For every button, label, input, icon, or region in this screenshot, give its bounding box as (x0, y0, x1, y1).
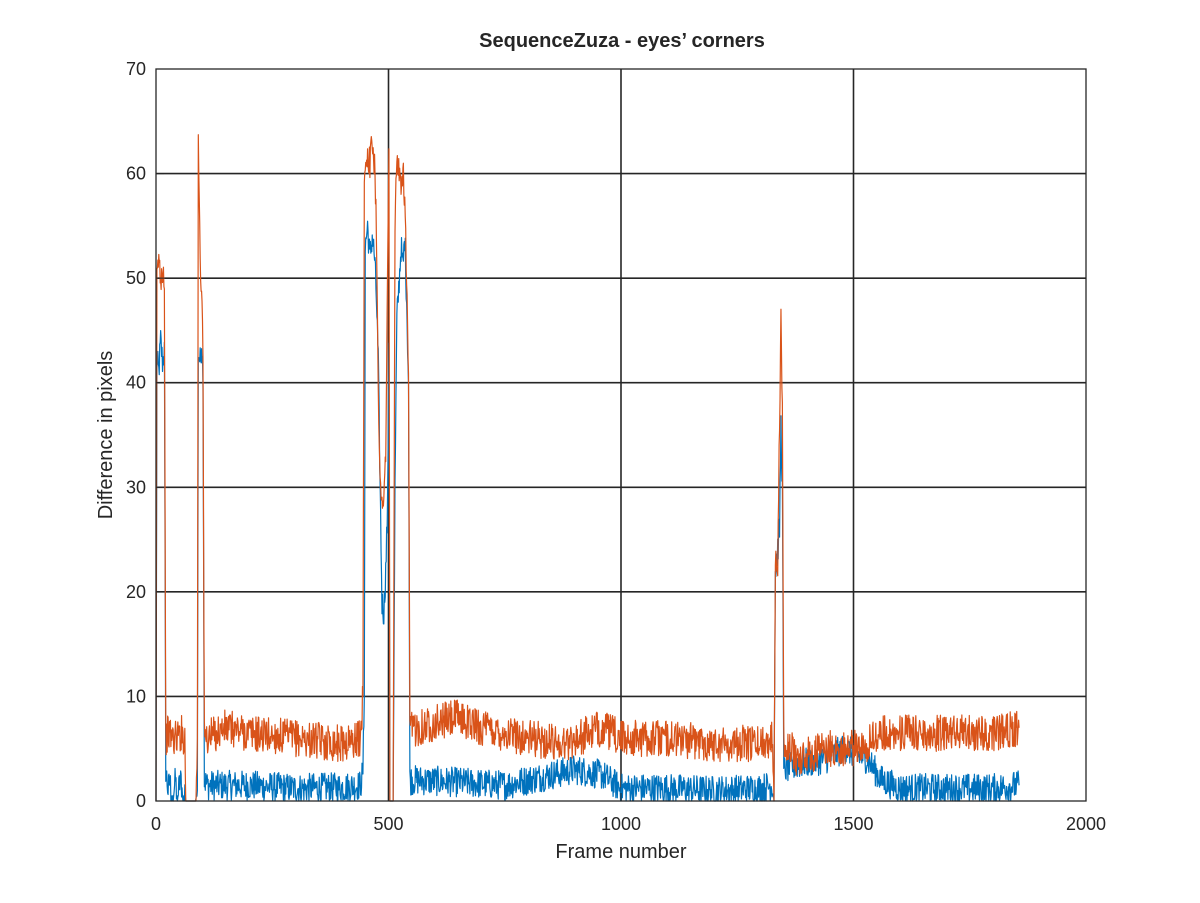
x-tick-label: 0 (151, 814, 161, 834)
y-tick-label: 50 (126, 268, 146, 288)
ticks (155, 68, 1087, 802)
x-tick-label: 1500 (833, 814, 873, 834)
y-tick-label: 30 (126, 477, 146, 497)
y-tick-label: 70 (126, 59, 146, 79)
series-line-1 (155, 220, 1020, 802)
x-tick-label: 500 (373, 814, 403, 834)
grid (156, 69, 1086, 801)
series-line-2 (155, 134, 1020, 802)
y-tick-label: 0 (136, 791, 146, 811)
x-tick-label: 2000 (1066, 814, 1106, 834)
y-axis-label: Difference in pixels (95, 351, 117, 520)
y-tick-label: 20 (126, 582, 146, 602)
series-layer (155, 134, 1020, 802)
chart-title: SequenceZuza - eyes’ corners (479, 30, 765, 52)
y-tick-labels: 0 10 20 30 40 50 60 70 (126, 59, 146, 811)
x-tick-labels: 0 500 1000 1500 2000 (151, 814, 1106, 834)
x-tick-label: 1000 (601, 814, 641, 834)
y-tick-label: 60 (126, 164, 146, 184)
y-tick-label: 40 (126, 373, 146, 393)
x-axis-label: Frame number (555, 841, 686, 863)
y-tick-label: 10 (126, 686, 146, 706)
